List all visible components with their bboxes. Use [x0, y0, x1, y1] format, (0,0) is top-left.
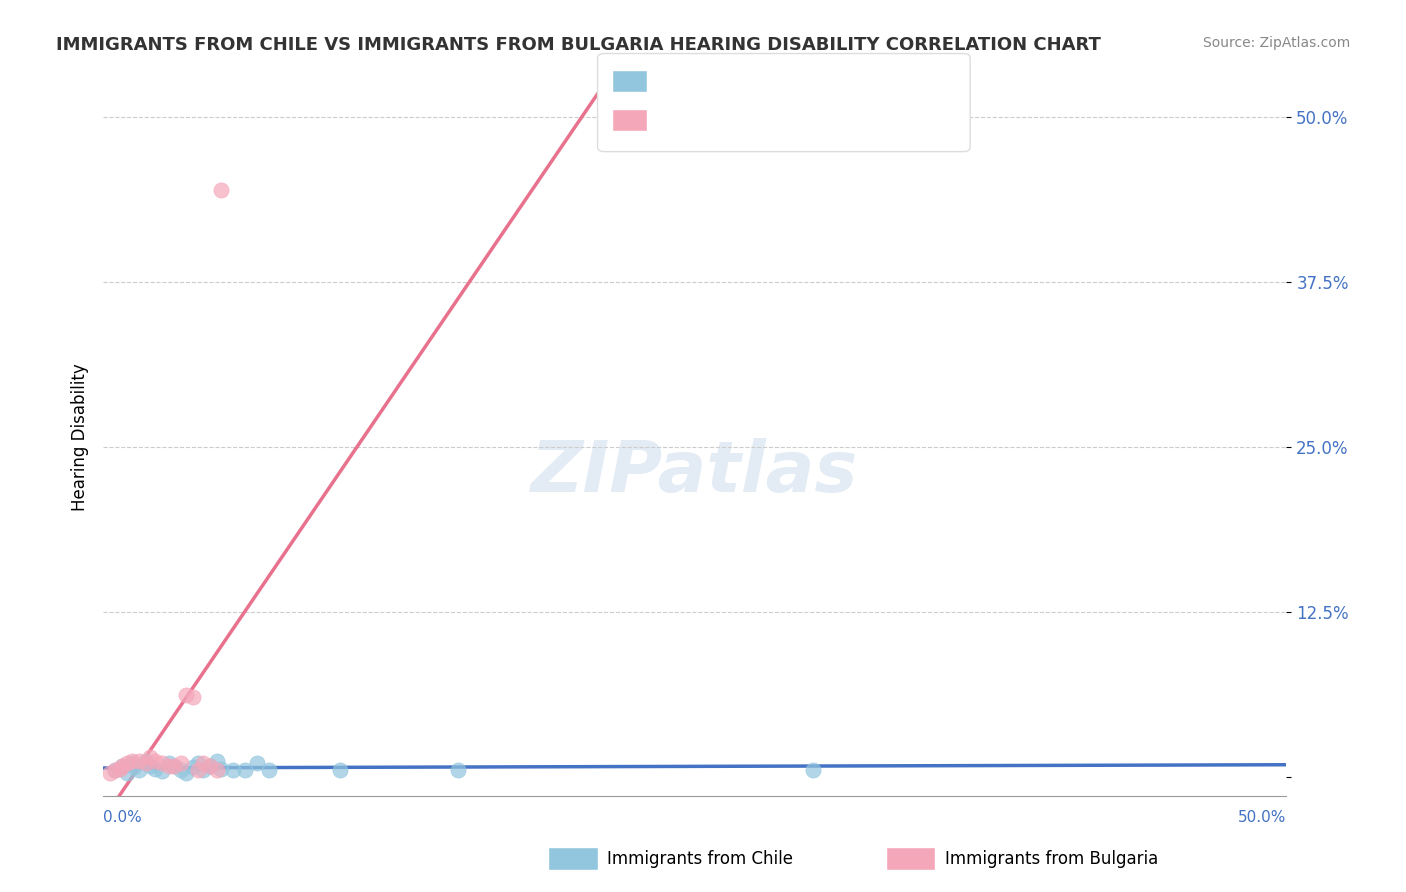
Text: ZIPatlas: ZIPatlas — [531, 438, 859, 508]
Point — [139, 750, 162, 764]
Text: IMMIGRANTS FROM CHILE VS IMMIGRANTS FROM BULGARIA HEARING DISABILITY CORRELATION: IMMIGRANTS FROM CHILE VS IMMIGRANTS FROM… — [56, 36, 1101, 54]
Point — [111, 759, 134, 773]
Point — [157, 759, 180, 773]
Point — [211, 183, 233, 197]
Point — [98, 765, 121, 780]
Point — [174, 688, 197, 702]
Point — [108, 762, 131, 776]
Point — [135, 754, 157, 768]
Point — [205, 754, 228, 768]
Point — [104, 763, 127, 777]
Point — [128, 754, 150, 768]
Text: 50.0%: 50.0% — [1239, 810, 1286, 824]
Point — [222, 763, 245, 777]
Point — [139, 759, 162, 773]
Point — [329, 763, 352, 777]
Point — [111, 759, 134, 773]
Text: 0.0%: 0.0% — [103, 810, 142, 824]
Point — [163, 759, 186, 773]
Text: Source: ZipAtlas.com: Source: ZipAtlas.com — [1202, 36, 1350, 50]
Point — [150, 756, 173, 771]
Point — [121, 754, 143, 768]
Point — [191, 756, 214, 771]
Point — [205, 763, 228, 777]
Point — [157, 756, 180, 771]
Point — [170, 756, 193, 771]
Point — [104, 763, 127, 777]
Text: R = 0.973   N = 21: R = 0.973 N = 21 — [657, 111, 827, 128]
Point — [115, 756, 138, 771]
Point — [128, 763, 150, 777]
Point — [257, 763, 280, 777]
Point — [121, 756, 143, 771]
Y-axis label: Hearing Disability: Hearing Disability — [72, 363, 89, 511]
Point — [233, 763, 256, 777]
Point — [174, 765, 197, 780]
Text: Immigrants from Bulgaria: Immigrants from Bulgaria — [945, 850, 1159, 868]
Point — [187, 763, 209, 777]
Point — [191, 763, 214, 777]
Point — [198, 759, 221, 773]
Point — [181, 690, 204, 705]
Point — [143, 762, 166, 776]
Point — [181, 760, 204, 774]
Point — [122, 760, 145, 774]
Point — [801, 763, 824, 777]
Point — [170, 763, 193, 777]
Point — [135, 756, 157, 771]
Point — [211, 762, 233, 776]
Point — [150, 764, 173, 779]
Text: R = 0.066   N = 28: R = 0.066 N = 28 — [657, 71, 827, 89]
Point — [163, 759, 186, 773]
Point — [447, 763, 470, 777]
Point — [198, 759, 221, 773]
Point — [246, 756, 269, 771]
Text: Immigrants from Chile: Immigrants from Chile — [607, 850, 793, 868]
Point — [115, 765, 138, 780]
Point — [143, 754, 166, 768]
Point — [187, 756, 209, 771]
